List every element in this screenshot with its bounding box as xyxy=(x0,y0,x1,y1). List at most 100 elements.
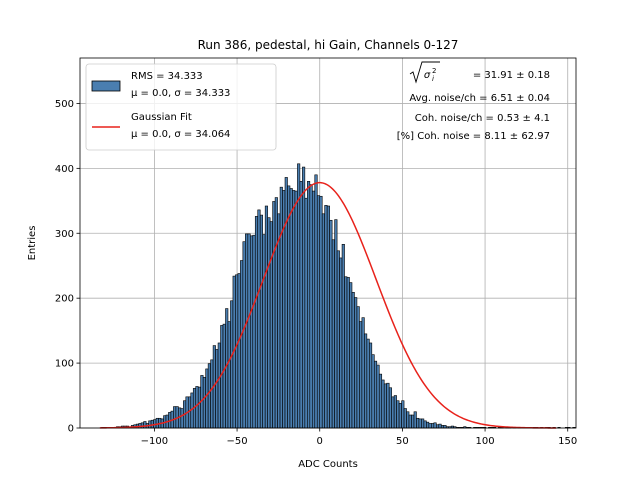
histogram-bar xyxy=(202,377,206,429)
histogram-bar xyxy=(302,166,306,429)
histogram-bar xyxy=(376,364,380,429)
histogram-bar xyxy=(326,205,330,429)
histogram-bar xyxy=(237,273,241,429)
histogram-bar xyxy=(311,190,316,429)
histogram-bar xyxy=(257,209,261,429)
histogram-bar xyxy=(307,181,311,429)
histogram-bar xyxy=(418,418,422,429)
histogram-bar xyxy=(403,408,407,429)
histogram-bar xyxy=(245,233,249,429)
histogram-bar xyxy=(277,213,281,429)
histogram-bar xyxy=(210,359,214,429)
histogram-bar xyxy=(294,190,298,429)
histogram-bar xyxy=(381,379,385,429)
histogram-bar xyxy=(215,349,219,429)
histogram-bar xyxy=(388,387,392,429)
histogram-bar xyxy=(361,317,365,429)
histogram-bar xyxy=(433,422,437,429)
histogram-bar xyxy=(272,201,276,429)
histogram-bar xyxy=(428,423,432,429)
histogram-bar xyxy=(354,297,358,429)
histogram-bar xyxy=(279,186,283,429)
svg-text:2: 2 xyxy=(432,67,436,75)
histogram-bars xyxy=(101,163,576,429)
x-tick-label: 0 xyxy=(317,436,323,447)
sigma-value: = 31.91 ± 0.18 xyxy=(473,70,550,81)
y-tick-label: 500 xyxy=(55,99,74,110)
svg-text:i: i xyxy=(432,75,434,83)
histogram-bar xyxy=(155,417,159,429)
histogram-bar xyxy=(242,241,246,429)
histogram-bar xyxy=(195,386,199,429)
histogram-bar xyxy=(180,408,184,429)
histogram-bar xyxy=(247,233,251,429)
histogram-bar xyxy=(259,214,263,429)
histogram-bar xyxy=(364,333,368,429)
plot-frame xyxy=(79,57,577,429)
histogram-bar xyxy=(408,414,412,429)
y-axis-ticks: 0 100 200 300 400 500 xyxy=(55,99,80,435)
chart-title: Run 386, pedestal, hi Gain, Channels 0-1… xyxy=(198,38,459,52)
histogram-bar xyxy=(401,400,405,429)
histogram-bar xyxy=(297,163,301,429)
legend-fit-label-line1: Gaussian Fit xyxy=(131,112,192,123)
sigma-symbol: σ 2 i xyxy=(409,61,440,84)
histogram-bar xyxy=(398,403,402,429)
histogram-bar xyxy=(205,368,209,429)
coh-noise-percent-annotation: [%] Coh. noise = 8.11 ± 62.97 xyxy=(397,131,550,142)
x-tick-label: 100 xyxy=(476,436,495,447)
legend-histogram-label-line1: RMS = 34.333 xyxy=(131,71,203,82)
x-tick-label: −50 xyxy=(227,436,248,447)
histogram-bar xyxy=(150,419,154,429)
y-tick-label: 200 xyxy=(55,294,74,305)
histogram-bar xyxy=(173,406,177,429)
histogram-bar xyxy=(351,292,355,429)
coh-noise-annotation: Coh. noise/ch = 0.53 ± 4.1 xyxy=(415,113,550,124)
legend-histogram-label-line2: μ = 0.0, σ = 34.333 xyxy=(131,88,230,99)
histogram-bar xyxy=(319,195,323,429)
histogram-bar xyxy=(416,417,420,429)
histogram-bar xyxy=(346,277,350,429)
histogram-bar xyxy=(267,217,271,429)
x-tick-label: 50 xyxy=(396,436,409,447)
x-axis-label: ADC Counts xyxy=(298,459,358,470)
histogram-bar xyxy=(331,239,335,429)
y-axis-label: Entries xyxy=(27,226,38,261)
histogram-bar xyxy=(324,205,328,429)
histogram-bar xyxy=(304,197,308,429)
histogram-bar xyxy=(336,250,340,429)
histogram-bar xyxy=(274,197,278,429)
histogram-bar xyxy=(287,185,291,429)
histogram-bar xyxy=(426,421,430,429)
histogram-bar xyxy=(252,234,256,429)
y-tick-label: 100 xyxy=(55,359,74,370)
histogram-bar xyxy=(309,184,313,429)
x-tick-label: −100 xyxy=(141,436,168,447)
histogram-bar xyxy=(240,260,244,429)
avg-noise-annotation: Avg. noise/ch = 6.51 ± 0.04 xyxy=(409,93,550,104)
x-tick-label: 150 xyxy=(558,436,577,447)
histogram-bar xyxy=(249,235,254,429)
histogram-bar xyxy=(197,386,201,429)
histogram-bar xyxy=(396,400,400,429)
histogram-bar xyxy=(366,338,370,429)
histogram-bar xyxy=(264,205,268,429)
histogram-bar xyxy=(406,411,410,429)
legend-histogram-swatch xyxy=(91,80,121,92)
y-tick-label: 0 xyxy=(68,424,74,435)
histogram-bar xyxy=(321,213,325,429)
y-tick-label: 400 xyxy=(55,164,74,175)
histogram-bar xyxy=(299,181,303,429)
histogram-bar xyxy=(383,383,387,429)
histogram-bar xyxy=(423,420,427,429)
legend: RMS = 34.333 μ = 0.0, σ = 34.333 Gaussia… xyxy=(85,63,277,151)
histogram-bar xyxy=(421,418,425,429)
histogram-bar xyxy=(334,219,338,429)
histogram-bar xyxy=(378,373,383,429)
histogram-bar xyxy=(431,423,435,429)
histogram-bar xyxy=(227,321,231,429)
histogram-bar xyxy=(356,306,360,429)
histogram-bar xyxy=(373,360,378,429)
histogram-bar xyxy=(217,342,221,429)
histogram-bar xyxy=(341,243,345,429)
